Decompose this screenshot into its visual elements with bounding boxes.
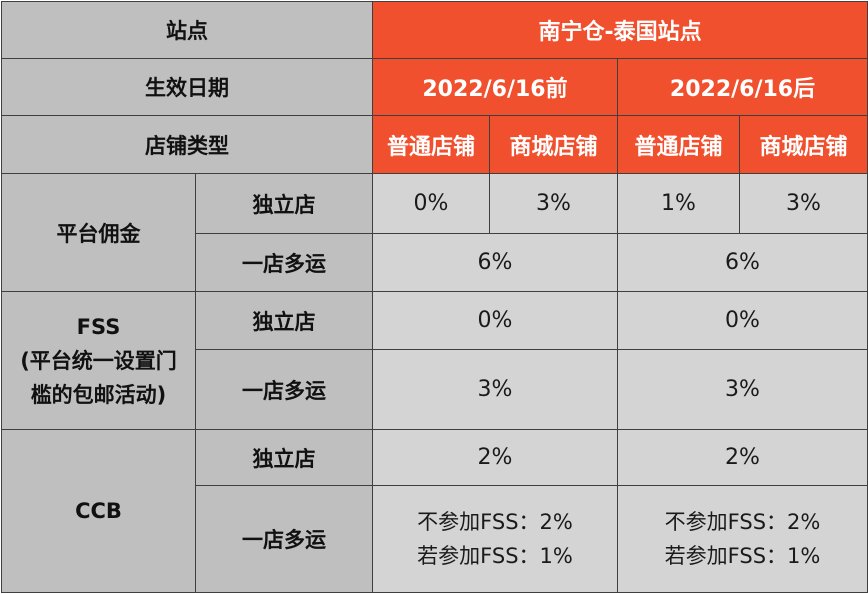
ccb-multi-value: 不参加FSS：2% 若参加FSS：1% <box>372 485 618 593</box>
commission-label: 平台佣金 <box>1 173 196 292</box>
commission-independent-label: 独立店 <box>195 173 373 234</box>
commission-independent-value: 1% <box>617 173 740 234</box>
ccb-independent-value: 2% <box>372 429 618 486</box>
commission-multi-row: 一店多运 6% 6% <box>2 233 868 292</box>
ccb-multi-line: 不参加FSS：2% <box>664 510 821 534</box>
commission-multi-value: 6% <box>616 233 868 292</box>
date-before: 2022/6/16前 <box>372 58 618 116</box>
site-label: 站点 <box>1 1 373 59</box>
ccb-multi-line: 若参加FSS：1% <box>417 544 573 568</box>
shop-type-normal-after: 普通店铺 <box>617 115 740 174</box>
fss-multi-row: 一店多运 3% 3% <box>2 349 868 430</box>
fss-label-line: 槛的包邮活动) <box>30 382 167 407</box>
fss-multi-value: 3% <box>372 349 618 430</box>
shop-type-mall-before: 商城店铺 <box>489 115 618 174</box>
shop-type-mall-after: 商城店铺 <box>738 115 868 174</box>
fss-independent-label: 独立店 <box>195 291 373 350</box>
fss-independent-value: 0% <box>616 291 868 350</box>
ccb-multi-label: 一店多运 <box>195 485 373 593</box>
date-after: 2022/6/16后 <box>616 58 868 116</box>
shop-type-row: 店铺类型 普通店铺 商城店铺 普通店铺 商城店铺 <box>1 115 868 174</box>
fss-label-line: (平台统一设置门 <box>20 348 177 373</box>
commission-independent-value: 3% <box>738 173 868 234</box>
ccb-label: CCB <box>1 429 196 593</box>
commission-multi-label: 一店多运 <box>195 233 373 292</box>
ccb-independent-row: CCB 独立店 2% 2% <box>1 429 868 593</box>
fss-label: FSS (平台统一设置门 槛的包邮活动) <box>1 291 196 430</box>
date-row: 生效日期 2022/6/16前 2022/6/16后 <box>1 58 868 116</box>
fss-independent-row: FSS (平台统一设置门 槛的包邮活动) 独立店 0% 0% <box>1 291 868 430</box>
ccb-multi-line: 不参加FSS：2% <box>417 510 573 534</box>
ccb-multi-value: 不参加FSS：2% 若参加FSS：1% <box>616 485 868 593</box>
commission-independent-value: 3% <box>489 173 618 234</box>
ccb-multi-line: 若参加FSS：1% <box>664 544 821 568</box>
commission-independent-value: 0% <box>372 173 490 234</box>
commission-independent-row: 平台佣金 独立店 0% 3% 1% 3% <box>1 173 868 292</box>
site-value: 南宁仓-泰国站点 <box>371 1 868 59</box>
shop-type-label: 店铺类型 <box>1 115 373 174</box>
date-label: 生效日期 <box>1 58 373 116</box>
fss-multi-label: 一店多运 <box>195 349 373 430</box>
ccb-independent-label: 独立店 <box>195 429 373 486</box>
shop-type-normal-before: 普通店铺 <box>372 115 490 174</box>
fss-multi-value: 3% <box>616 349 868 430</box>
ccb-multi-row: 一店多运 不参加FSS：2% 若参加FSS：1% 不参加FSS：2% 若参加FS… <box>2 485 868 593</box>
site-row: 站点 南宁仓-泰国站点 <box>1 1 868 59</box>
ccb-independent-value: 2% <box>616 429 868 486</box>
fss-independent-value: 0% <box>372 291 618 350</box>
commission-multi-value: 6% <box>372 233 618 292</box>
fss-label-line: FSS <box>76 314 121 339</box>
